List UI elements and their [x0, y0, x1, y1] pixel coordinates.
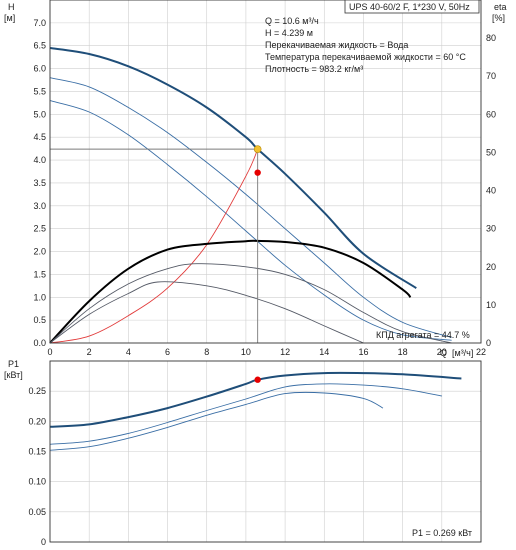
x-tick-label: 18: [398, 347, 408, 357]
y2-tick-label: 80: [486, 33, 496, 43]
power-label: P1 = 0.269 кВт: [412, 528, 472, 538]
power-curve-min: [49, 391, 384, 451]
power-axis-title: P1: [8, 359, 19, 369]
y2-axis-unit: [%]: [492, 13, 505, 23]
x-tick-label: 2: [87, 347, 92, 357]
y2-tick-label: 70: [486, 71, 496, 81]
x-tick-label: 12: [280, 347, 290, 357]
bottom-chart-grid: [49, 361, 482, 543]
y-tick-label: 6.5: [33, 41, 46, 51]
power-tick-label: 0.20: [28, 416, 46, 426]
y-tick-label: 2.0: [33, 247, 46, 257]
system-curve: [49, 148, 259, 344]
top-chart-curves: [49, 47, 452, 344]
power-tick-label: 0.15: [28, 447, 46, 457]
tick-labels: 0.0 0.5 1.0 1.5 2.0 2.5 3.0 3.5 4.0 4.5 5.0 5.5 6.0 6…: [28, 18, 496, 547]
bottom-chart-frame: [49, 360, 482, 543]
efficiency-point-marker: [254, 169, 261, 176]
model-label: UPS 40-60/2 F, 1*230 V, 50Hz: [349, 2, 470, 12]
x-axis-title: Q: [440, 348, 447, 358]
head-curve-min: [49, 100, 452, 341]
power-tick-label: 0.05: [28, 507, 46, 517]
y-axis-title: H: [8, 2, 15, 12]
duty-point-marker: [253, 145, 262, 153]
power-tick-label: 0.25: [28, 386, 46, 396]
head-curve-max: [49, 47, 417, 289]
y-tick-label: 0.0: [33, 338, 46, 348]
y2-tick-label: 30: [486, 224, 496, 234]
x-tick-label: 6: [165, 347, 170, 357]
power-curve-med: [49, 383, 442, 445]
efficiency-label: КПД агрегата = 44.7 %: [376, 330, 470, 340]
x-axis-unit: [м³/ч]: [452, 348, 473, 358]
y-tick-label: 2.5: [33, 224, 46, 234]
x-tick-label: 10: [241, 347, 251, 357]
head-curve-med: [49, 77, 452, 338]
chart-axes: [49, 0, 482, 543]
y-tick-label: 0.5: [33, 315, 46, 325]
y-axis-unit: [м]: [4, 13, 15, 23]
y2-tick-label: 60: [486, 109, 496, 119]
bottom-chart-curves: [49, 371, 462, 451]
y-tick-label: 6.0: [33, 64, 46, 74]
y-tick-label: 3.0: [33, 201, 46, 211]
y2-axis-title: eta: [494, 2, 507, 12]
info-line-density: Плотность = 983.2 кг/м³: [265, 64, 363, 74]
y-tick-label: 1.5: [33, 269, 46, 279]
x-tick-label: 4: [126, 347, 131, 357]
x-tick-label: 8: [204, 347, 209, 357]
efficiency-curve-min: [49, 281, 364, 344]
power-axis-unit: [кВт]: [4, 370, 23, 380]
y2-tick-label: 50: [486, 147, 496, 157]
power-tick-label: 0: [41, 537, 46, 547]
model-label-box: [344, 0, 480, 14]
info-line-flow: Q = 10.6 м³/ч: [265, 16, 319, 26]
x-tick-label: 0: [47, 347, 52, 357]
y-tick-label: 4.5: [33, 132, 46, 142]
info-line-head: H = 4.239 м: [265, 28, 313, 38]
y-tick-label: 1.0: [33, 292, 46, 302]
power-point-marker: [254, 376, 261, 383]
y2-tick-label: 20: [486, 262, 496, 272]
x-tick-label: 16: [358, 347, 368, 357]
y-tick-label: 5.5: [33, 86, 46, 96]
x-tick-label: 22: [476, 347, 486, 357]
x-tick-label: 20: [437, 347, 447, 357]
y2-tick-label: 10: [486, 300, 496, 310]
top-chart-frame: [49, 0, 482, 344]
y-tick-label: 3.5: [33, 178, 46, 188]
y-tick-label: 7.0: [33, 18, 46, 28]
y2-tick-label: 40: [486, 186, 496, 196]
x-tick-label: 14: [319, 347, 329, 357]
y2-tick-label: 0: [486, 338, 491, 348]
power-tick-label: 0.10: [28, 477, 46, 487]
info-line-liquid: Перекачиваемая жидкость = Вода: [265, 40, 408, 50]
efficiency-curve-max: [49, 239, 412, 344]
efficiency-curve-med: [49, 263, 452, 344]
power-curve-max: [49, 371, 462, 428]
info-line-temperature: Температура перекачиваемой жидкости = 60…: [265, 52, 466, 62]
y-tick-label: 5.0: [33, 109, 46, 119]
duty-info-block: Q = 10.6 м³/ч H = 4.239 м Перекачиваемая…: [265, 16, 466, 74]
y-tick-label: 4.0: [33, 155, 46, 165]
